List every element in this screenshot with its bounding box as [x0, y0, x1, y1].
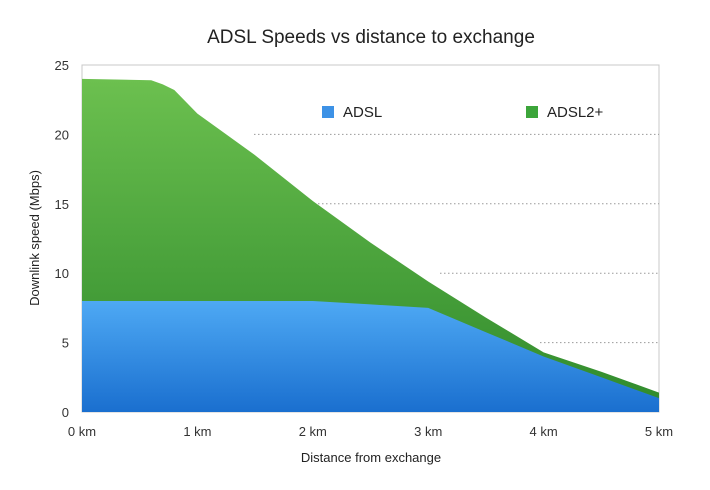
area-layer [82, 78, 659, 412]
y-tick-label: 10 [55, 266, 69, 281]
gridline-layer [254, 133, 659, 344]
y-tick-label: 15 [55, 197, 69, 212]
area-series-adsl [82, 300, 659, 412]
legend: ADSL ADSL2+ [322, 104, 604, 121]
x-tick-label: 5 km [645, 424, 673, 439]
y-tick-label: 25 [55, 58, 69, 73]
chart-title: ADSL Speeds vs distance to exchange [207, 27, 535, 48]
y-tick-label: 0 [62, 405, 69, 420]
axis-layer: 0 5 10 15 20 25 0 km 1 km 2 km 3 km 4 km 5 km [55, 58, 674, 439]
x-tick-label: 2 km [299, 424, 327, 439]
y-tick-label: 20 [55, 127, 69, 142]
x-tick-label: 0 km [68, 424, 96, 439]
x-tick-label: 1 km [183, 424, 211, 439]
x-tick-label: 4 km [530, 424, 558, 439]
legend-swatch-adsl [322, 106, 334, 118]
legend-label-adsl: ADSL [343, 104, 382, 121]
y-tick-label: 5 [62, 336, 69, 351]
legend-swatch-adsl2 [526, 106, 538, 118]
y-axis-label: Downlink speed (Mbps) [27, 170, 42, 306]
x-axis-label: Distance from exchange [301, 450, 441, 465]
legend-label-adsl2: ADSL2+ [547, 104, 604, 121]
x-tick-label: 3 km [414, 424, 442, 439]
